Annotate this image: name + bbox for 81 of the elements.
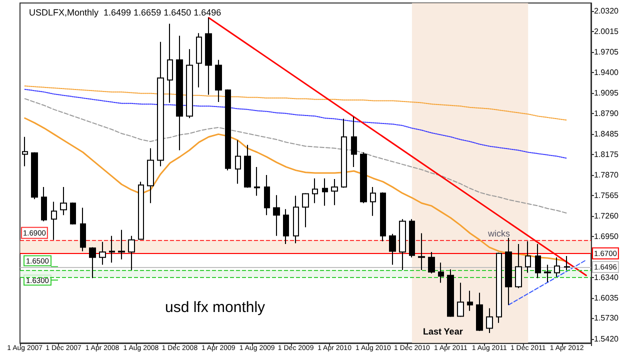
candlestick [486, 308, 493, 334]
candlestick [109, 235, 115, 264]
candlestick [312, 178, 318, 204]
band-label: Last Year [422, 326, 464, 336]
candlestick [438, 262, 444, 284]
y-tick-label: 1.6340 [594, 272, 620, 282]
candlestick [157, 41, 164, 167]
candlestick [80, 207, 86, 252]
candlestick [60, 186, 67, 216]
candlestick [399, 218, 406, 271]
candlestick [428, 251, 435, 274]
y-tick-label: 1.9095 [594, 88, 620, 98]
candlestick [89, 246, 96, 279]
y-tick-label: 1.8175 [594, 150, 620, 160]
candlestick [447, 268, 454, 318]
candlestick [225, 88, 231, 171]
y-tick-label: 1.6035 [594, 293, 620, 302]
candlestick [128, 235, 135, 271]
candlestick [293, 195, 299, 244]
y-tick-label: 1.9705 [594, 48, 620, 57]
candlestick [525, 240, 531, 274]
candlestick [380, 192, 386, 242]
candlestick [360, 152, 367, 204]
line-series [24, 88, 568, 159]
candlestick [51, 201, 57, 240]
candlestick [138, 181, 144, 240]
candlestick [341, 118, 347, 188]
annotation: wicks [487, 228, 510, 238]
candlestick [476, 292, 483, 332]
y-tick-label: 2.0320 [594, 6, 620, 16]
candlestick [409, 218, 415, 258]
candlestick [254, 166, 260, 196]
candlestick [147, 148, 154, 204]
candlestick [515, 243, 522, 289]
y-tick-label: 1.9400 [594, 68, 620, 78]
candlestick [418, 232, 425, 271]
candlestick [70, 202, 76, 226]
y-tick-label: 1.8790 [594, 108, 620, 118]
y-tick-label: 1.7260 [594, 211, 620, 220]
y-tick-label: 1.8485 [594, 129, 620, 138]
candlestick [322, 178, 328, 206]
candlestick [283, 208, 289, 244]
candlestick [31, 152, 38, 200]
y-tick-label: 1.7565 [594, 190, 620, 200]
candlestick [457, 282, 464, 318]
y-tick-label: 1.6950 [594, 232, 620, 242]
candlestick [370, 186, 376, 216]
candlestick [302, 192, 309, 228]
line-series [24, 117, 568, 262]
annotation: usd lfx monthly [165, 299, 266, 316]
text: USDLFX,Monthly 1.6499 1.6659 1.6450 1.6496 [29, 8, 222, 18]
candlestick [467, 290, 473, 312]
candlestick [351, 116, 357, 168]
candlestick [389, 233, 396, 266]
candlestick [22, 136, 28, 167]
y-tick-label: 1.5730 [594, 314, 620, 323]
candlestick [264, 174, 270, 216]
candlestick [273, 194, 280, 236]
candlestick [99, 241, 106, 266]
candlestick [196, 32, 202, 88]
candlestick [176, 35, 183, 151]
line-series [24, 98, 568, 214]
candlestick [564, 256, 570, 271]
line-series [24, 85, 568, 121]
candlestick [118, 229, 125, 260]
candlestick [496, 252, 502, 324]
candlestick [505, 237, 512, 306]
candlestick [535, 243, 541, 279]
candlestick [235, 140, 241, 184]
candlestick [186, 48, 193, 119]
candlestick [215, 59, 222, 103]
candlestick [244, 144, 251, 188]
candlestick [331, 178, 338, 206]
candlestick [554, 256, 560, 278]
y-tick-label: 1.5420 [594, 334, 620, 344]
candlestick [205, 17, 212, 96]
y-tick-label: 1.7870 [594, 170, 620, 180]
y-tick-label: 2.0015 [594, 26, 620, 36]
candlestick [41, 186, 47, 222]
candlestick [544, 264, 551, 283]
candlestick [167, 23, 173, 104]
